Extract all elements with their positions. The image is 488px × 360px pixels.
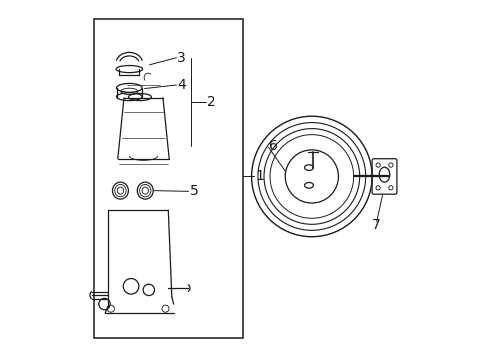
Text: 6: 6: [269, 139, 278, 153]
Text: 7: 7: [371, 218, 380, 232]
Text: 1: 1: [255, 170, 264, 184]
Text: 4: 4: [177, 78, 185, 92]
Text: 2: 2: [207, 95, 216, 109]
Text: 3: 3: [177, 51, 185, 65]
Text: 5: 5: [189, 184, 198, 198]
Bar: [94, 19, 242, 338]
